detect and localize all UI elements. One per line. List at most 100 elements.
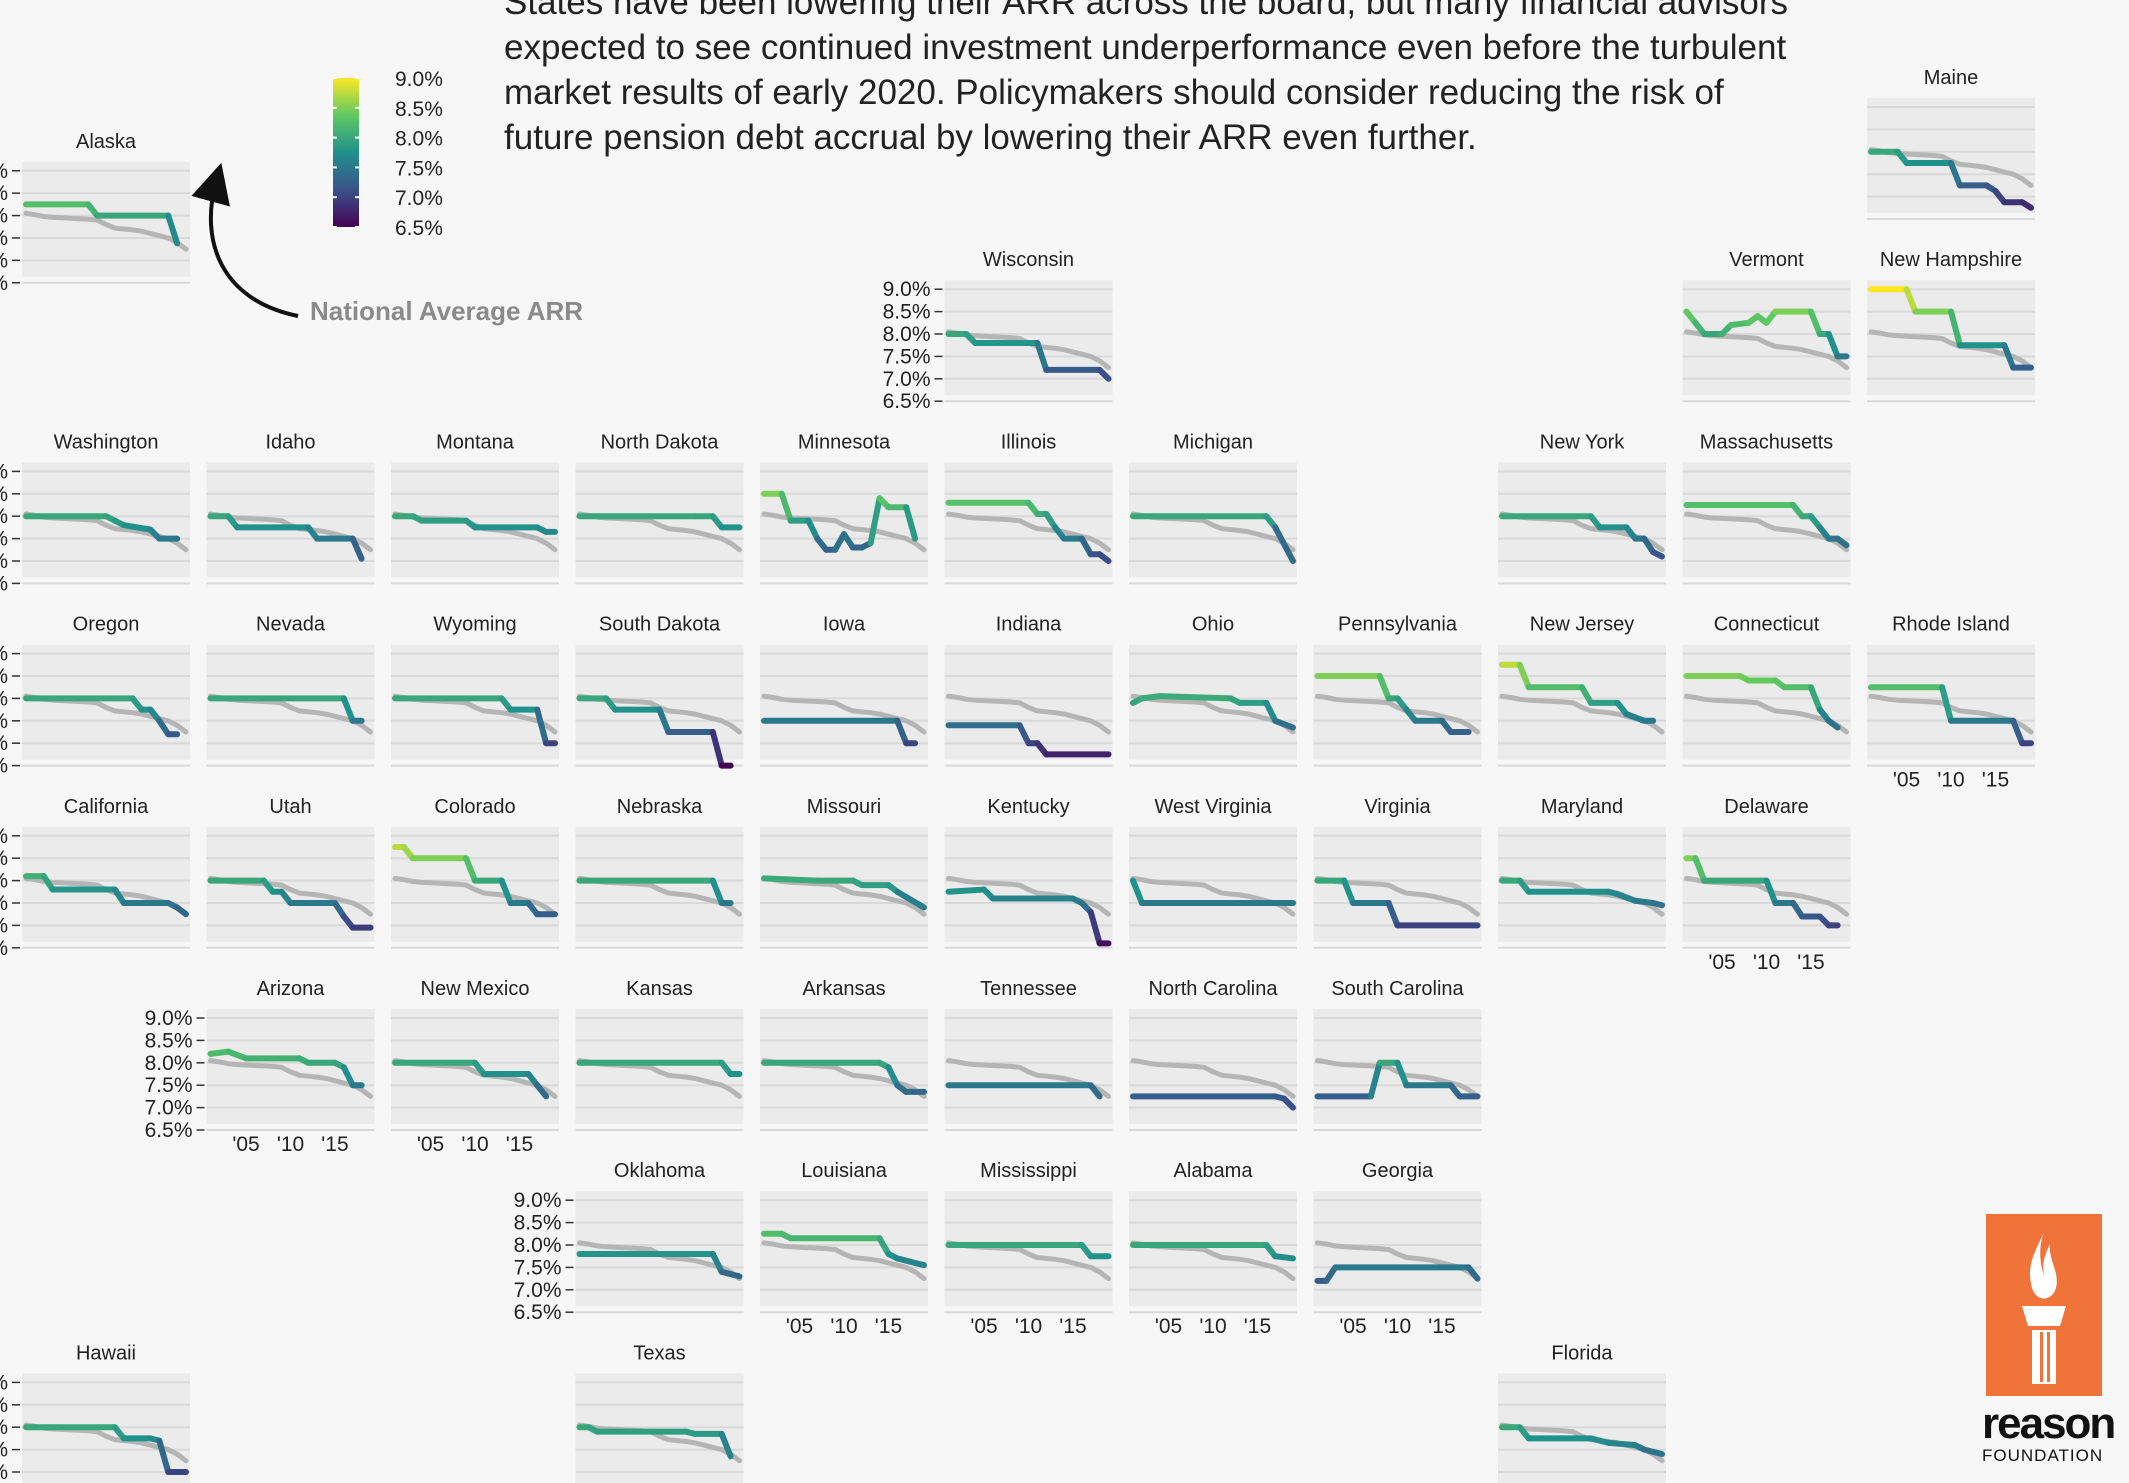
y-tick-label: 7.0%	[514, 1279, 562, 1302]
x-tick-label: '15	[506, 1133, 533, 1156]
x-tick-label: '15	[1428, 1315, 1455, 1338]
state-title: Virginia	[1364, 796, 1431, 818]
state-panel: Louisiana '05 '10 '15	[760, 1160, 928, 1338]
x-tick-label: '05	[232, 1133, 259, 1156]
y-tick-label: 8.5%	[0, 665, 8, 688]
state-arr-segment	[174, 904, 189, 918]
state-panel: Missouri	[760, 796, 928, 949]
state-title: Texas	[633, 1342, 685, 1364]
state-arr-segment	[876, 1235, 892, 1257]
state-arr-segment	[1078, 535, 1094, 558]
state-panel: Utah	[206, 796, 375, 949]
x-tick-label: '05	[1708, 951, 1735, 974]
y-tick-label: 6.5%	[0, 937, 8, 960]
state-arr-segment	[894, 1255, 927, 1269]
state-arr-segment	[1834, 535, 1850, 549]
state-title: Utah	[269, 796, 311, 818]
state-title: Michigan	[1173, 431, 1253, 453]
state-title: South Carolina	[1331, 978, 1464, 1000]
colorbar-label: 8.0%	[395, 128, 443, 151]
state-title: North Carolina	[1149, 978, 1279, 1000]
state-title: Alabama	[1174, 1160, 1254, 1182]
state-panel: New York	[1498, 431, 1666, 585]
colorbar-label: 8.5%	[395, 98, 443, 121]
state-arr-segment	[1516, 661, 1532, 691]
state-arr-segment	[1156, 693, 1234, 702]
state-panel: Hawaii9.0%8.5%8.0%7.5%7.0%6.5%'05'10'15	[0, 1342, 190, 1483]
x-tick-label: '05	[417, 1133, 444, 1156]
state-panel: Kansas	[575, 978, 744, 1131]
y-tick-label: 7.0%	[145, 1097, 193, 1120]
x-tick-label: '05	[1155, 1315, 1182, 1338]
state-arr-segment	[894, 717, 910, 747]
state-arr-segment	[1948, 308, 1963, 349]
state-arr-segment	[1763, 877, 1779, 906]
state-panel: Wisconsin 9.0%8.5%8.0%7.5%7.0%6.5%	[883, 249, 1113, 413]
y-tick-label: 8.0%	[145, 1052, 193, 1075]
torch-icon	[1986, 1214, 2102, 1396]
state-panel: Vermont	[1682, 249, 1851, 403]
state-panel: New Jersey	[1498, 614, 1666, 767]
state-title: Kansas	[626, 978, 693, 1000]
state-arr-segment	[349, 535, 365, 562]
state-panel: Arizona 9.0%8.5%8.0%7.5%7.0%6.5% '05 '10 '15	[145, 978, 375, 1156]
x-tick-label: '05	[1339, 1315, 1366, 1338]
state-panel: Rhode Island '05 '10 '15	[1867, 614, 2035, 792]
state-arr-segment	[1605, 1439, 1639, 1449]
colorbar-gradient	[333, 78, 359, 227]
national-average-line	[1315, 693, 1480, 735]
state-title: Montana	[436, 431, 515, 453]
state-arr-segment	[1367, 1059, 1383, 1100]
state-title: West Virginia	[1154, 796, 1272, 818]
state-arr-segment	[709, 729, 725, 769]
logo-subtitle: FOUNDATION	[1982, 1446, 2104, 1465]
state-arr-segment	[1272, 1253, 1296, 1262]
state-arr-segment	[1034, 339, 1050, 373]
color-legend: 9.0% 8.5% 8.0% 7.5% 7.0% 6.5%	[333, 68, 443, 240]
state-panel: Alabama '05 '10 '15	[1129, 1160, 1297, 1338]
y-tick-label: 8.0%	[883, 323, 931, 346]
x-tick-label: '10	[461, 1133, 488, 1156]
state-title: New Hampshire	[1880, 249, 2022, 271]
national-average-line	[1684, 511, 1849, 553]
state-title: Tennessee	[980, 978, 1077, 1000]
state-panel: Florida'05'10'15	[1498, 1342, 1666, 1483]
state-arr-segment	[805, 517, 821, 542]
state-title: New Jersey	[1530, 614, 1634, 636]
state-panel: Kentucky	[944, 796, 1113, 949]
state-title: Idaho	[265, 431, 315, 453]
y-tick-label: 6.5%	[883, 390, 931, 413]
state-arr-segment	[1807, 308, 1823, 337]
national-average-line	[1130, 693, 1296, 735]
y-tick-label: 7.5%	[883, 345, 931, 368]
y-tick-label: 8.0%	[514, 1234, 562, 1257]
state-arr-segment	[1263, 699, 1279, 724]
state-title: Wyoming	[433, 614, 516, 636]
state-panel: Massachusetts	[1682, 431, 1851, 585]
state-panel: Maine	[1867, 67, 2035, 220]
state-arr-segment	[463, 855, 478, 884]
state-title: Iowa	[823, 614, 866, 636]
y-tick-label: 9.0%	[883, 278, 931, 301]
y-tick-label: 8.0%	[0, 205, 8, 228]
x-tick-label: '10	[1199, 1315, 1226, 1338]
y-tick-label: 8.0%	[0, 1416, 8, 1439]
y-tick-label: 7.0%	[883, 368, 931, 391]
y-tick-label: 8.5%	[0, 182, 8, 205]
state-panel: Oklahoma 9.0%8.5%8.0%7.5%7.0%6.5%	[514, 1160, 744, 1324]
colorbar-label: 7.5%	[395, 157, 443, 180]
national-average-line	[208, 1058, 373, 1099]
state-panel: Nebraska	[575, 796, 744, 949]
y-tick-label: 7.0%	[0, 732, 8, 755]
y-tick-label: 7.5%	[0, 892, 8, 915]
state-panel: Delaware '05 '10 '15	[1682, 796, 1851, 974]
x-tick-label: '15	[1982, 769, 2009, 792]
national-average-line	[946, 693, 1111, 735]
state-panel: Nevada	[206, 614, 375, 767]
national-average-line	[761, 1240, 927, 1282]
annotation-label: National Average ARR	[310, 296, 584, 326]
reason-logo: reason FOUNDATION	[1982, 1214, 2116, 1466]
state-title: New Mexico	[421, 978, 530, 1000]
state-panel: Idaho	[206, 431, 375, 585]
